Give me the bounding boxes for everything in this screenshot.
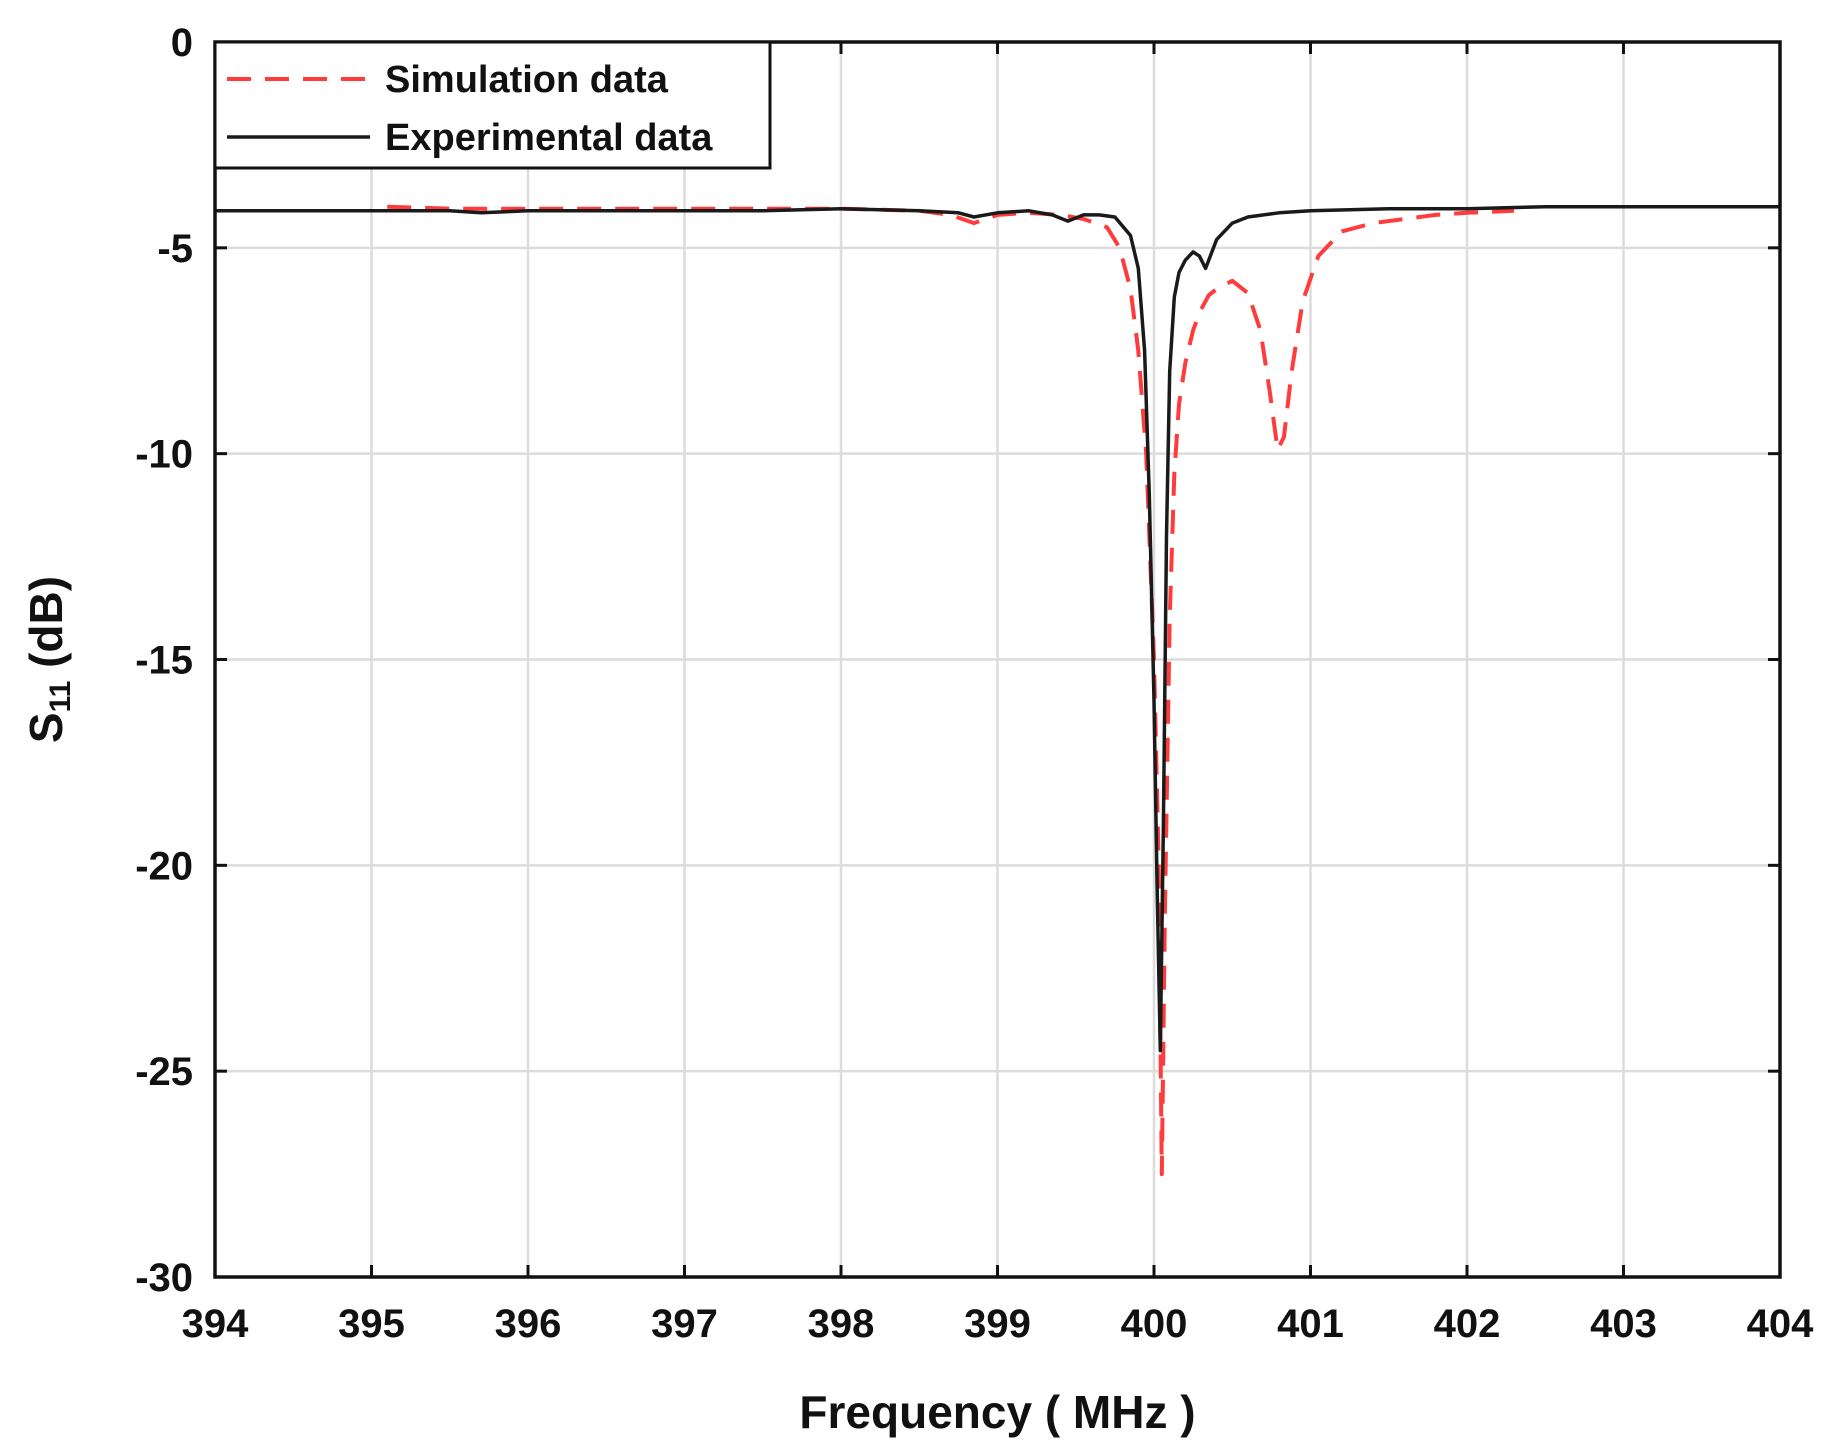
legend: Simulation data Experimental data bbox=[213, 40, 772, 170]
x-tick-label: 399 bbox=[964, 1302, 1031, 1346]
x-tick-label: 395 bbox=[338, 1302, 405, 1346]
y-tick-label: -10 bbox=[135, 433, 193, 477]
y-tick-label: 0 bbox=[171, 21, 193, 65]
y-tick-label: -30 bbox=[135, 1256, 193, 1300]
y-tick-labels: 0 -5 -10 -15 -20 -25 -30 bbox=[135, 21, 193, 1300]
x-axis-title: Frequency ( MHz ) bbox=[799, 1386, 1195, 1438]
y-axis-title-main: S bbox=[20, 712, 72, 743]
series-layer bbox=[215, 204, 1780, 1177]
y-tick-label: -25 bbox=[135, 1050, 193, 1094]
x-tick-label: 401 bbox=[1277, 1302, 1344, 1346]
x-tick-label: 402 bbox=[1434, 1302, 1501, 1346]
y-axis-title-subscript: 11 bbox=[44, 681, 77, 713]
x-tick-label: 397 bbox=[651, 1302, 718, 1346]
y-tick-label: -15 bbox=[135, 639, 193, 683]
x-tick-label: 396 bbox=[495, 1302, 562, 1346]
legend-label-simulation: Simulation data bbox=[385, 59, 669, 101]
x-tick-label: 404 bbox=[1747, 1302, 1814, 1346]
legend-label-experimental: Experimental data bbox=[385, 117, 713, 159]
x-tick-label: 400 bbox=[1121, 1302, 1188, 1346]
y-axis-title-unit: (dB) bbox=[20, 576, 72, 681]
legend-box bbox=[213, 40, 772, 170]
y-tick-label: -20 bbox=[135, 844, 193, 888]
experimental-data-line bbox=[215, 204, 1780, 1053]
y-tick-label: -5 bbox=[157, 227, 193, 271]
x-tick-label: 403 bbox=[1590, 1302, 1657, 1346]
y-axis-title: S11 (dB) bbox=[20, 576, 77, 743]
x-tick-label: 394 bbox=[182, 1302, 249, 1346]
x-tick-label: 398 bbox=[808, 1302, 875, 1346]
x-tick-labels: 394 395 396 397 398 399 400 401 402 403 404 bbox=[182, 1302, 1814, 1346]
